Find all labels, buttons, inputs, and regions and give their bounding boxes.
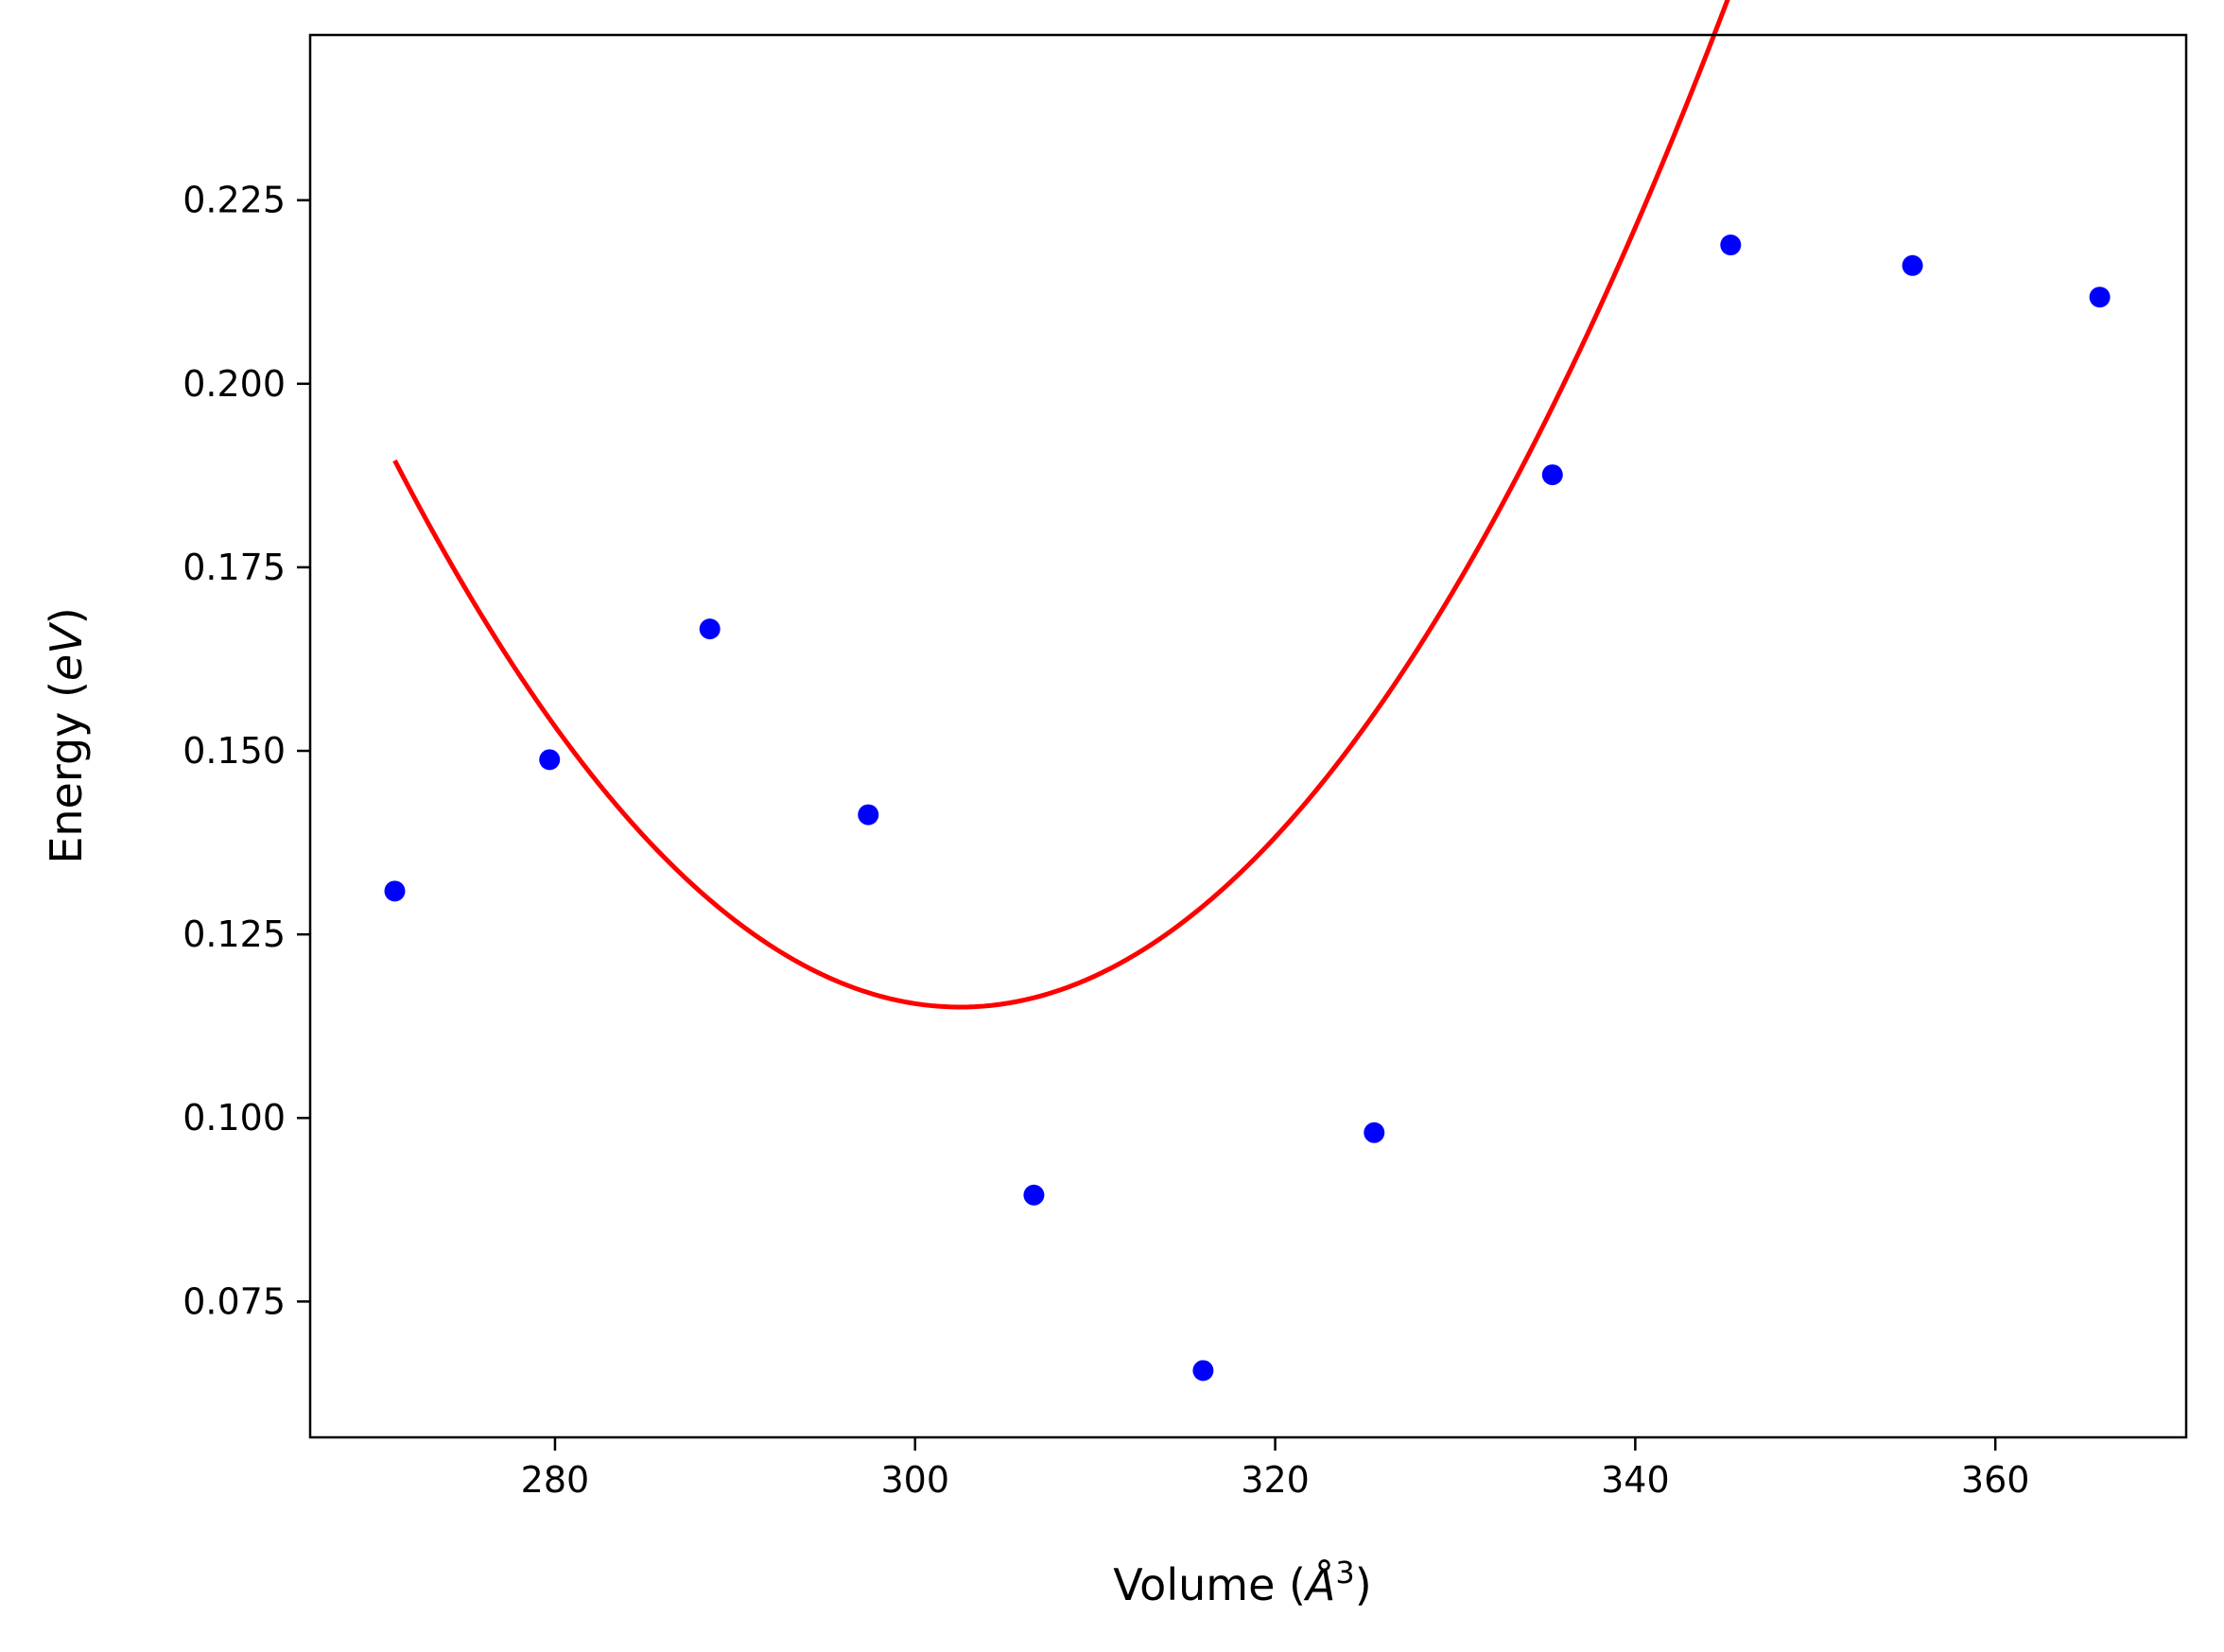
x-tick-label: 360 bbox=[1961, 1459, 2030, 1501]
y-tick-label: 0.150 bbox=[182, 730, 286, 772]
axes-frame bbox=[308, 33, 2188, 1439]
data-point bbox=[1720, 235, 1742, 256]
data-point bbox=[384, 880, 406, 902]
y-tick-label: 0.075 bbox=[182, 1280, 286, 1322]
axes-border bbox=[308, 33, 2188, 1439]
data-point bbox=[1023, 1184, 1045, 1206]
x-tick-label: 320 bbox=[1241, 1459, 1310, 1501]
plot-background bbox=[310, 35, 2186, 1437]
data-point bbox=[1192, 1360, 1214, 1382]
x-tick-label: 280 bbox=[521, 1459, 590, 1501]
x-axis-ticks: 280 300 320 340 360 bbox=[521, 1437, 2030, 1501]
data-point bbox=[2089, 287, 2111, 308]
y-axis-title-italic: eV bbox=[41, 621, 92, 681]
data-point bbox=[1902, 254, 1923, 276]
y-tick-label: 0.225 bbox=[182, 180, 286, 221]
y-axis-title: Energy (eV) bbox=[41, 607, 92, 863]
x-axis-title-superscript: 3 bbox=[1335, 1555, 1354, 1591]
plot-area bbox=[310, 35, 2186, 1437]
data-point bbox=[699, 618, 721, 640]
y-axis-title-prefix: Energy ( bbox=[41, 681, 92, 864]
data-point bbox=[539, 749, 561, 771]
x-axis-title-symbol: Å bbox=[1303, 1559, 1335, 1610]
data-point bbox=[1364, 1122, 1385, 1143]
x-tick-label: 340 bbox=[1601, 1459, 1670, 1501]
y-axis-ticks: 0.075 0.100 0.125 0.150 0.175 0.200 0.225 bbox=[182, 180, 310, 1322]
data-point bbox=[858, 804, 879, 826]
y-tick-label: 0.200 bbox=[182, 363, 286, 405]
x-axis-title: Volume (Å3) bbox=[1113, 1555, 1371, 1610]
x-axis-title-prefix: Volume ( bbox=[1113, 1559, 1306, 1610]
x-axis-title-suffix: ) bbox=[1355, 1559, 1372, 1610]
fit-curve-layer bbox=[392, 0, 1730, 1010]
y-tick-label: 0.175 bbox=[182, 547, 286, 588]
y-axis-title-suffix: ) bbox=[41, 607, 92, 624]
y-tick-label: 0.100 bbox=[182, 1097, 286, 1139]
x-tick-label: 300 bbox=[880, 1459, 949, 1501]
y-tick-label: 0.125 bbox=[182, 913, 286, 955]
data-point bbox=[1541, 464, 1563, 486]
data-points-layer bbox=[384, 235, 2111, 1382]
fit-curve-line bbox=[392, 0, 1730, 1010]
